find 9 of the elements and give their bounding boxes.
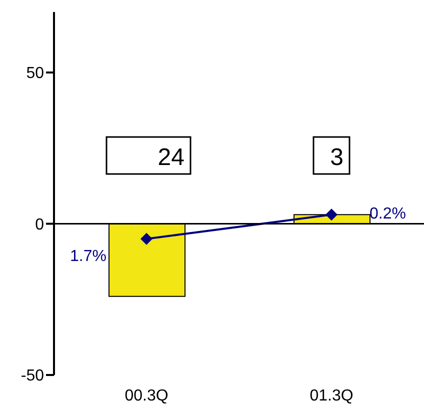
annotation: 24 (158, 144, 184, 171)
annotation: 1.7% (70, 248, 106, 265)
y-tick-label: 0 (35, 216, 44, 234)
x-tick-label: 01.3Q (310, 387, 354, 404)
annotation: 3 (330, 144, 344, 171)
y-tick-label: 50 (26, 65, 44, 82)
y-tick-label: -50 (20, 368, 44, 385)
annotation: 0.2% (370, 206, 406, 223)
x-tick-label: 00.3Q (124, 387, 168, 404)
